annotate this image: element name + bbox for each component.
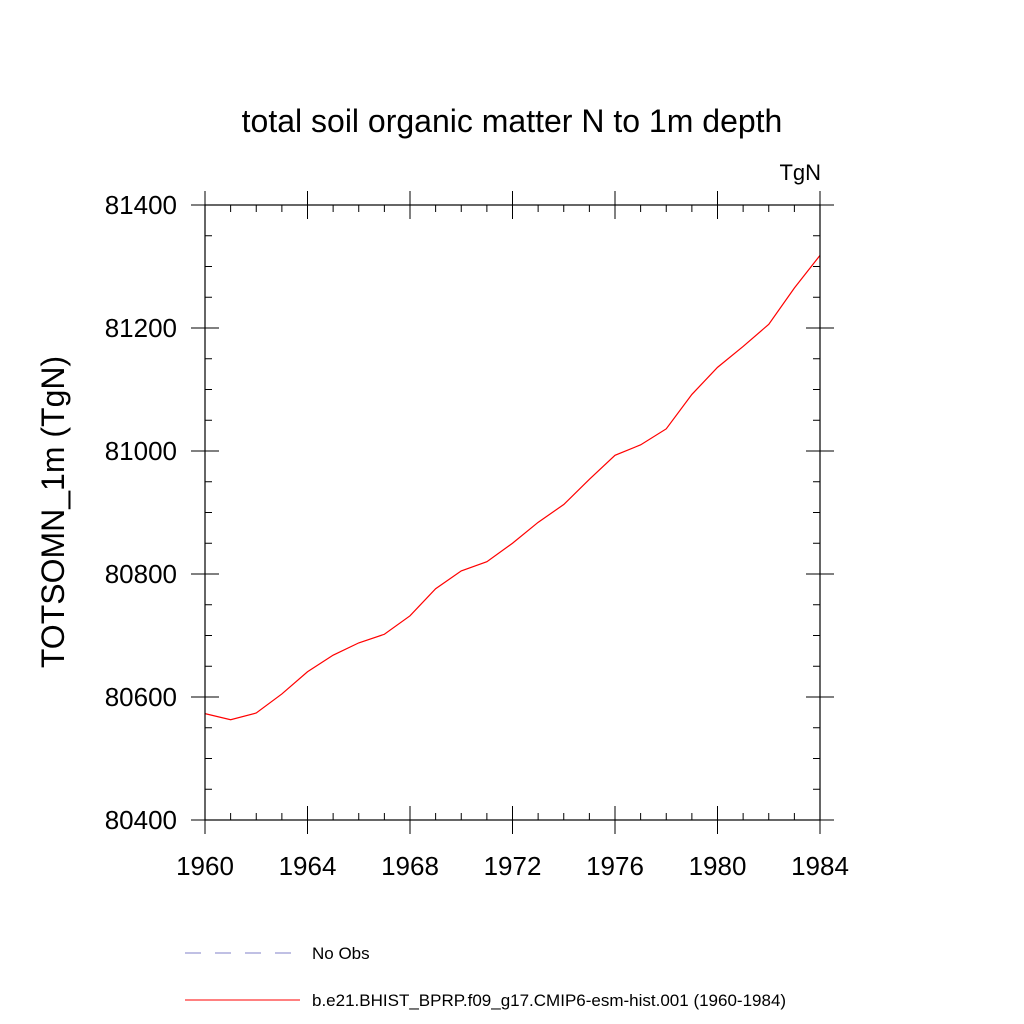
x-tick-label: 1960 bbox=[176, 851, 234, 881]
x-tick-label: 1972 bbox=[484, 851, 542, 881]
y-axis: 80400 80600 80800 81000 81200 81400 bbox=[105, 190, 834, 835]
legend-label: b.e21.BHIST_BPRP.f09_g17.CMIP6-esm-hist.… bbox=[312, 991, 786, 1010]
x-axis: 1960 1964 1968 1972 1976 1980 1984 bbox=[176, 191, 849, 881]
y-tick-label: 80400 bbox=[105, 805, 177, 835]
legend: No Obs b.e21.BHIST_BPRP.f09_g17.CMIP6-esm… bbox=[185, 944, 786, 1010]
series-line bbox=[204, 255, 821, 721]
units-label: TgN bbox=[779, 160, 821, 185]
x-tick-label: 1968 bbox=[381, 851, 439, 881]
x-tick-label: 1984 bbox=[791, 851, 849, 881]
chart-title: total soil organic matter N to 1m depth bbox=[242, 103, 783, 139]
plot-frame bbox=[204, 204, 821, 821]
y-tick-label: 80800 bbox=[105, 559, 177, 589]
legend-label: No Obs bbox=[312, 944, 370, 963]
y-tick-label: 81200 bbox=[105, 313, 177, 343]
x-tick-label: 1980 bbox=[689, 851, 747, 881]
y-tick-label: 81000 bbox=[105, 436, 177, 466]
y-tick-label: 81400 bbox=[105, 190, 177, 220]
y-axis-label: TOTSOMN_1m (TgN) bbox=[35, 356, 71, 668]
x-tick-label: 1964 bbox=[279, 851, 337, 881]
y-tick-label: 80600 bbox=[105, 682, 177, 712]
x-tick-label: 1976 bbox=[586, 851, 644, 881]
series-lines bbox=[204, 255, 821, 721]
